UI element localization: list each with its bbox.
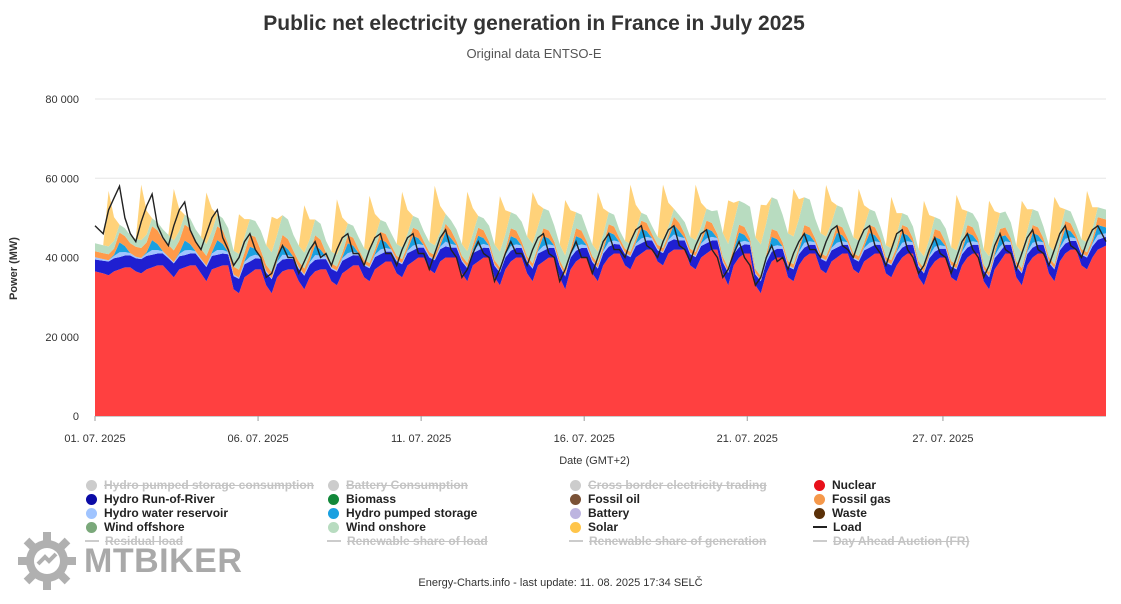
series-area-solar <box>95 184 1106 257</box>
legend-item[interactable]: Cross border electricity trading <box>570 478 767 492</box>
y-tick-label: 40 000 <box>45 253 79 265</box>
chart-subtitle: Original data ENTSO-E <box>466 46 602 61</box>
legend-item[interactable]: Battery <box>570 506 629 520</box>
chart-svg: 0 20 000 40 000 60 000 80 000 01. 07. 2025 06.… <box>45 94 1107 467</box>
legend-label: Hydro Run-of-River <box>104 492 215 506</box>
legend-dot-icon <box>814 507 825 519</box>
legend-item[interactable]: Day Ahead Auction (FR) <box>813 534 970 548</box>
legend-item[interactable]: Load <box>813 520 862 534</box>
legend-item[interactable]: Waste <box>814 506 867 520</box>
legend-label: Solar <box>588 520 619 534</box>
legend-item[interactable]: Battery Consumption <box>328 478 468 492</box>
gear-icon <box>18 532 76 590</box>
legend-dot-icon <box>86 507 97 519</box>
legend-item[interactable]: Solar <box>570 520 618 534</box>
legend-item[interactable]: Wind onshore <box>328 520 426 534</box>
x-tick-label: 21. 07. 2025 <box>717 433 778 445</box>
legend-label: Fossil oil <box>588 492 641 506</box>
chart-title: Public net electricity generation in Fra… <box>263 12 805 35</box>
legend-line-icon <box>813 526 827 528</box>
legend-dot-icon <box>814 479 825 491</box>
legend-line-icon <box>327 540 341 542</box>
legend-label: Residual load <box>105 534 184 548</box>
watermark-logo: MTBIKER <box>16 530 242 592</box>
legend-item[interactable]: Renewable share of generation <box>569 534 767 548</box>
series-area-hydro-run-of-river <box>95 236 1106 294</box>
legend-label: Waste <box>832 506 867 520</box>
legend-label: Wind offshore <box>104 520 185 534</box>
y-tick-label: 0 <box>73 411 79 423</box>
legend-dot-icon <box>570 479 581 491</box>
legend-item[interactable]: Residual load <box>85 534 184 548</box>
legend-line-icon <box>813 540 827 542</box>
legend-item[interactable]: Hydro pumped storage consumption <box>86 478 314 492</box>
legend-dot-icon <box>86 493 97 505</box>
legend-label: Hydro water reservoir <box>104 506 229 520</box>
x-tick-label: 27. 07. 2025 <box>912 433 973 445</box>
legend-label: Battery <box>588 506 630 520</box>
legend-dot-icon <box>328 479 339 491</box>
legend-item[interactable]: Nuclear <box>814 478 876 492</box>
legend-label: Renewable share of generation <box>589 534 767 548</box>
legend-label: Cross border electricity trading <box>588 478 767 492</box>
legend-dot-icon <box>86 521 97 533</box>
legend-dot-icon <box>570 493 581 505</box>
legend-label: Day Ahead Auction (FR) <box>833 534 970 548</box>
legend-dot-icon <box>328 493 339 505</box>
legend-item[interactable]: Hydro Run-of-River <box>86 492 215 506</box>
y-tick-label: 20 000 <box>45 332 79 344</box>
legend-item[interactable]: Renewable share of load <box>327 534 488 548</box>
legend-label: Wind onshore <box>346 520 426 534</box>
legend-label: Load <box>833 520 862 534</box>
watermark-text: MTBIKER <box>84 541 243 580</box>
y-axis-label: Power (MW) <box>8 237 20 300</box>
series-area-nuclear <box>95 245 1106 416</box>
legend-label: Nuclear <box>832 478 877 492</box>
x-tick-label: 01. 07. 2025 <box>64 433 125 445</box>
series-line-load <box>94 183 1107 287</box>
legend-line-icon <box>569 540 583 542</box>
legend-label: Hydro pumped storage <box>346 506 478 520</box>
legend-line-icon <box>85 540 99 542</box>
legend-label: Hydro pumped storage consumption <box>104 478 315 492</box>
legend-item[interactable]: Fossil gas <box>814 492 891 506</box>
legend-label: Battery Consumption <box>346 478 469 492</box>
y-tick-label: 80 000 <box>45 94 79 106</box>
x-axis-label: Date (GMT+2) <box>559 455 630 467</box>
legend-item[interactable]: Wind offshore <box>86 520 185 534</box>
legend-dot-icon <box>814 493 825 505</box>
footer-credit: Energy-Charts.info - last update: 11. 08… <box>418 577 703 589</box>
legend-label: Biomass <box>346 492 397 506</box>
legend-label: Renewable share of load <box>347 534 488 548</box>
legend-item[interactable]: Hydro water reservoir <box>86 506 228 520</box>
legend-label: Fossil gas <box>832 492 891 506</box>
legend-item[interactable]: Biomass <box>328 492 396 506</box>
legend-dot-icon <box>328 521 339 533</box>
y-tick-label: 60 000 <box>45 173 79 185</box>
x-tick-label: 16. 07. 2025 <box>554 433 615 445</box>
legend-item[interactable]: Hydro pumped storage <box>328 506 477 520</box>
legend-dot-icon <box>570 521 581 533</box>
legend-item[interactable]: Fossil oil <box>570 492 640 506</box>
legend-dot-icon <box>570 507 581 519</box>
legend-dot-icon <box>328 507 339 519</box>
x-tick-label: 11. 07. 2025 <box>391 433 451 445</box>
x-tick-label: 06. 07. 2025 <box>227 433 288 445</box>
legend-dot-icon <box>86 479 97 491</box>
